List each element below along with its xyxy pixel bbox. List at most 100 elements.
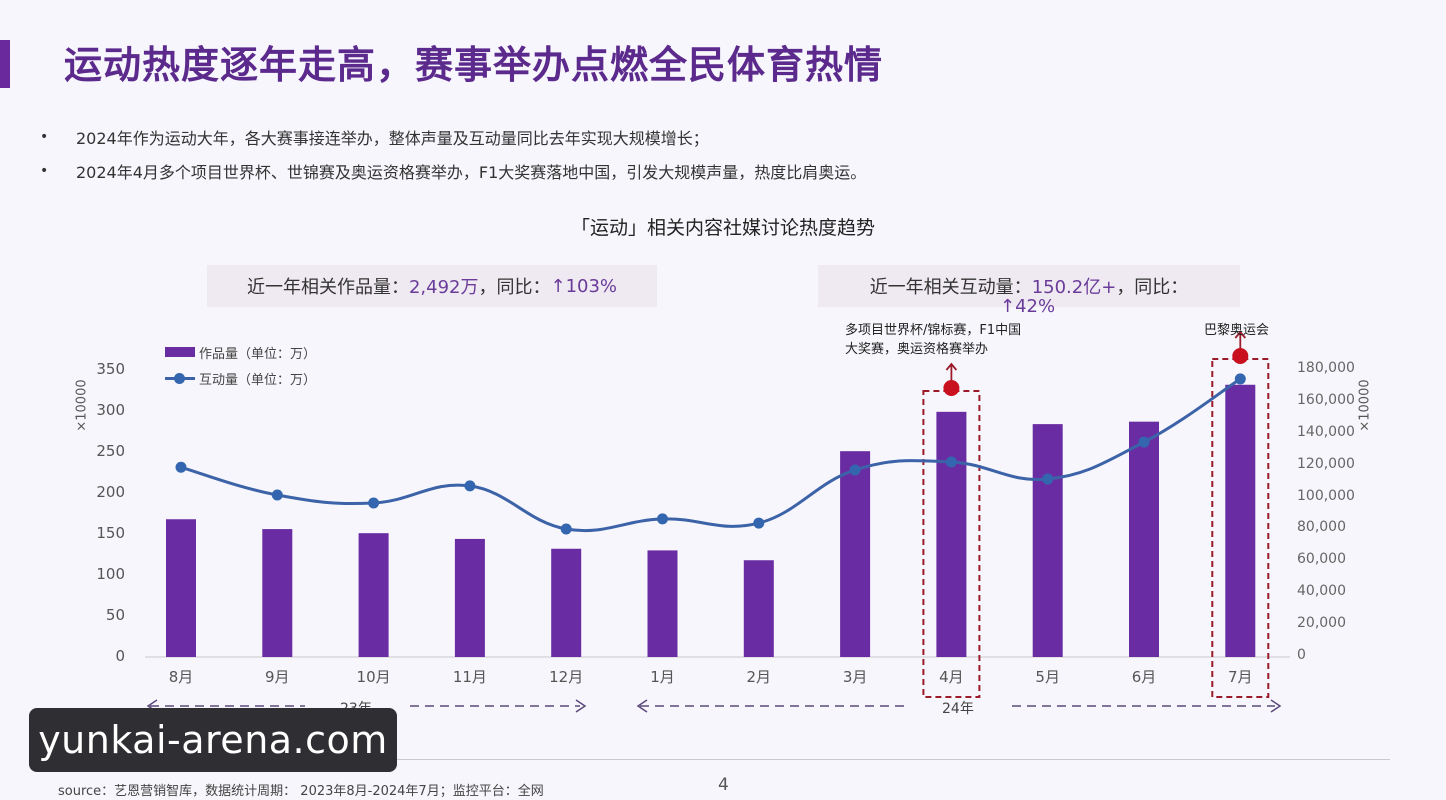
line-marker: [945, 456, 957, 468]
x-axis-tick: 12月: [549, 668, 584, 686]
left-axis-tick: 250: [96, 442, 125, 460]
line-marker: [175, 461, 187, 473]
line-marker: [1138, 436, 1150, 448]
line-marker: [657, 513, 668, 525]
bullet-list: • 2024年作为运动大年，各大赛事接连举办，整体声量及互动量同比去年实现大规模…: [40, 120, 866, 188]
footer-divider: [395, 759, 1390, 760]
legend-item-interactions: 互动量（单位：万）: [165, 365, 316, 391]
bullet-item: • 2024年4月多个项目世界杯、世锦赛及奥运资格赛举办，F1大奖赛落地中国，引…: [40, 154, 866, 188]
right-axis-tick: 120,000: [1297, 455, 1355, 472]
right-axis-tick: 20,000: [1297, 615, 1346, 632]
x-axis-tick: 2月: [746, 668, 772, 686]
bar: [1032, 424, 1063, 657]
annotation-july: 巴黎奥运会: [1204, 323, 1270, 338]
source-note: source：艺恩营销智库，数据统计周期： 2023年8月-2024年7月；监控…: [58, 784, 544, 799]
line-marker: [560, 523, 572, 535]
bar-series: [166, 384, 1256, 657]
bullet-text: 2024年作为运动大年，各大赛事接连举办，整体声量及互动量同比去年实现大规模增长…: [76, 129, 709, 148]
arrow-up-icon: [945, 362, 958, 380]
right-axis-tick: 0: [1297, 647, 1306, 663]
bar: [647, 550, 678, 657]
x-axis-tick: 4月: [939, 668, 964, 686]
bullet-item: • 2024年作为运动大年，各大赛事接连举办，整体声量及互动量同比去年实现大规模…: [40, 120, 866, 154]
x-axis-tick: 6月: [1131, 668, 1157, 686]
left-axis-tick: 50: [105, 606, 125, 624]
line-series: [180, 377, 1242, 533]
x-axis-tick: 10月: [356, 668, 391, 686]
kpi-value: 150.2亿+: [1031, 277, 1117, 298]
left-axis-tick: 0: [115, 647, 125, 665]
legend-bar-swatch: [165, 347, 195, 357]
bullet-text: 2024年4月多个项目世界杯、世锦赛及奥运资格赛举办，F1大奖赛落地中国，引发大…: [76, 163, 867, 182]
bar: [551, 548, 582, 657]
x-axis-tick: 3月: [842, 668, 868, 686]
right-axis-tick: 160,000: [1297, 391, 1355, 408]
highlight-dot-icon: [943, 380, 960, 396]
kpi-value: 2,492万: [408, 277, 479, 298]
right-axis-tick: 100,000: [1297, 487, 1355, 504]
bar: [262, 529, 293, 657]
left-axis-tick: 100: [96, 565, 125, 583]
bar: [743, 560, 774, 657]
line-marker: [849, 464, 861, 476]
kpi-interaction-volume: 近一年相关互动量： 150.2亿+ ，同比：: [818, 265, 1240, 307]
highlight-dot-icon: [1232, 348, 1249, 364]
bar: [1129, 421, 1159, 657]
kpi-yoy-label: ，同比：: [478, 277, 551, 298]
right-axis-tick: 60,000: [1297, 551, 1346, 568]
bar: [840, 451, 871, 657]
legend-line-swatch: [165, 371, 195, 385]
kpi-label: 近一年相关互动量：: [869, 277, 1032, 298]
highlight-box: [1211, 358, 1270, 698]
left-axis-tick: 300: [96, 401, 125, 419]
chart-title: 「运动」相关内容社媒讨论热度趋势: [570, 217, 875, 239]
line-marker: [368, 497, 380, 509]
watermark-badge: yunkai-arena.com: [29, 708, 397, 772]
bar: [936, 411, 967, 657]
x-axis-tick: 11月: [452, 668, 487, 686]
chart-legend: 作品量（单位：万） 互动量（单位：万）: [165, 339, 316, 391]
right-axis-tick: 80,000: [1297, 519, 1346, 536]
line-marker: [271, 489, 283, 501]
title-accent-bar: [0, 40, 10, 88]
kpi-yoy: ↑42%: [1000, 296, 1056, 317]
year-range-arrows: [146, 699, 1282, 713]
right-axis-tick: 180,000: [1297, 360, 1355, 376]
bullet-dot: •: [40, 163, 49, 179]
legend-item-works: 作品量（单位：万）: [165, 339, 316, 365]
highlight-box: [922, 390, 981, 698]
bar: [358, 533, 389, 657]
line-marker: [1042, 473, 1054, 485]
highlight-boxes: [922, 330, 1270, 698]
bar: [166, 519, 196, 657]
bar: [454, 538, 485, 657]
line-marker: [753, 517, 765, 529]
line-marker: [464, 480, 476, 492]
arrow-up-icon: [1234, 330, 1246, 348]
right-axis-tick: 40,000: [1297, 583, 1346, 600]
legend-label: 作品量（单位：万）: [199, 346, 317, 362]
x-axis-tick: 8月: [168, 668, 194, 686]
kpi-yoy: ↑103%: [550, 275, 618, 297]
line-markers: [175, 373, 1246, 535]
legend-label: 互动量（单位：万）: [199, 372, 317, 388]
x-axis-tick: 9月: [265, 668, 290, 686]
kpi-label: 近一年相关作品量：: [246, 277, 409, 298]
bullet-dot: •: [40, 129, 49, 145]
page-number: 4: [718, 775, 729, 795]
year-label-2024: 24年: [942, 701, 974, 717]
left-axis-tick: 200: [96, 483, 125, 501]
right-axis-tick: 140,000: [1297, 423, 1355, 440]
left-axis-tick: 150: [96, 524, 125, 542]
bar: [1225, 384, 1256, 657]
kpi-yoy-label: ，同比：: [1116, 277, 1189, 298]
page-title: 运动热度逐年走高，赛事举办点燃全民体育热情: [64, 43, 884, 87]
line-marker: [1234, 373, 1246, 385]
x-axis-tick: 1月: [650, 668, 675, 686]
annotation-april: 多项目世界杯/锦标赛，F1中国 大奖赛，奥运资格赛举办: [845, 323, 1022, 357]
kpi-works-volume: 近一年相关作品量： 2,492万 ，同比： ↑103%: [207, 265, 657, 307]
x-axis-tick: 5月: [1035, 668, 1060, 686]
x-axis-tick: 7月: [1228, 668, 1253, 686]
left-axis-tick: 350: [96, 360, 125, 378]
